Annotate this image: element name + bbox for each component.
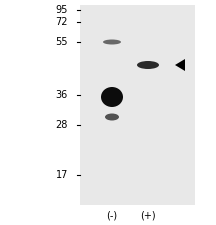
Polygon shape	[175, 59, 185, 71]
Text: (-): (-)	[106, 210, 118, 220]
Ellipse shape	[105, 113, 119, 121]
Text: 17: 17	[56, 170, 68, 180]
Text: 28: 28	[56, 120, 68, 130]
Ellipse shape	[137, 61, 159, 69]
Text: 36: 36	[56, 90, 68, 100]
Ellipse shape	[101, 87, 123, 107]
Text: 55: 55	[56, 37, 68, 47]
Bar	[80, 5, 195, 205]
Text: (+): (+)	[140, 210, 156, 220]
Ellipse shape	[103, 40, 121, 45]
Text: 72: 72	[56, 17, 68, 27]
Text: 95: 95	[56, 5, 68, 15]
